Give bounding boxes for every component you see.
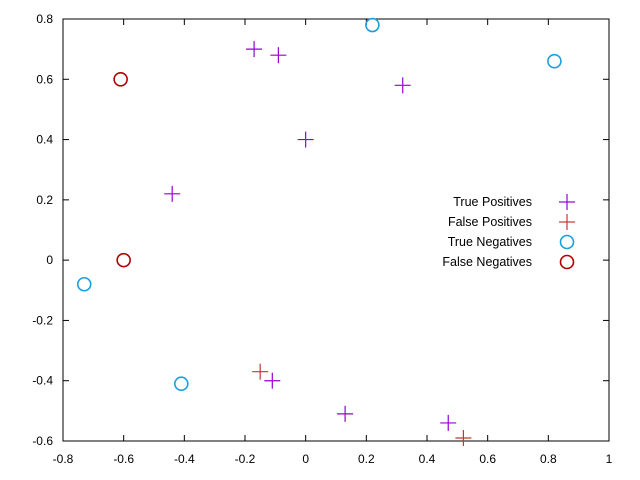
point-true-positives <box>297 131 314 148</box>
y-tick-label: -0.2 <box>32 313 53 327</box>
x-tick-label: 0.8 <box>540 452 557 466</box>
y-tick-label: 0.2 <box>36 193 53 207</box>
point-false-positives <box>455 429 472 446</box>
point-false-negatives <box>113 71 128 87</box>
legend-label-true-negatives: True Negatives <box>448 235 532 249</box>
x-tick-label: -0.4 <box>174 452 195 466</box>
x-tick-label: -0.8 <box>53 452 74 466</box>
point-true-positives <box>337 405 354 422</box>
legend-marker-true-positives <box>559 194 575 210</box>
point-true-positives <box>440 414 457 431</box>
legend: True Positives False Positives True Negati… <box>442 194 575 270</box>
axis-ticks <box>62 18 610 442</box>
point-false-positives <box>252 363 269 380</box>
x-tick-label: 0.4 <box>419 452 436 466</box>
x-tick-label: 0.6 <box>479 452 496 466</box>
point-true-positives <box>246 41 263 58</box>
data-points <box>76 17 562 446</box>
x-axis-labels: -0.8 -0.6 -0.4 -0.2 0 0.2 0.4 0.6 0.8 1 <box>53 452 613 466</box>
plot-frame <box>62 18 610 442</box>
legend-label-true-positives: True Positives <box>453 195 532 209</box>
point-true-positives <box>164 185 181 202</box>
legend-marker-true-negatives <box>559 234 575 250</box>
point-true-negatives <box>365 17 380 33</box>
point-false-negatives <box>116 252 131 268</box>
legend-label-false-positives: False Positives <box>448 215 532 229</box>
x-tick-label: 0.2 <box>358 452 375 466</box>
point-true-positives <box>264 372 281 389</box>
legend-marker-false-negatives <box>559 254 575 270</box>
x-tick-label: -0.2 <box>235 452 256 466</box>
x-tick-label: -0.6 <box>113 452 134 466</box>
y-tick-label: -0.6 <box>32 434 53 448</box>
legend-label-false-negatives: False Negatives <box>442 255 532 269</box>
legend-marker-false-positives <box>559 214 575 230</box>
y-tick-label: 0.4 <box>36 133 53 147</box>
y-tick-label: 0.8 <box>36 12 53 26</box>
x-tick-label: 0 <box>302 452 309 466</box>
y-axis-labels: -0.6 -0.4 -0.2 0 0.2 0.4 0.6 0.8 <box>32 12 53 448</box>
point-true-negatives <box>76 276 92 292</box>
y-tick-label: 0.6 <box>36 72 53 86</box>
y-tick-label: 0 <box>46 253 53 267</box>
point-true-positives <box>394 77 411 94</box>
x-tick-label: 1 <box>606 452 613 466</box>
point-true-positives <box>270 47 287 64</box>
point-true-negatives <box>547 53 562 69</box>
y-tick-label: -0.4 <box>32 374 53 388</box>
point-true-negatives <box>174 376 189 392</box>
